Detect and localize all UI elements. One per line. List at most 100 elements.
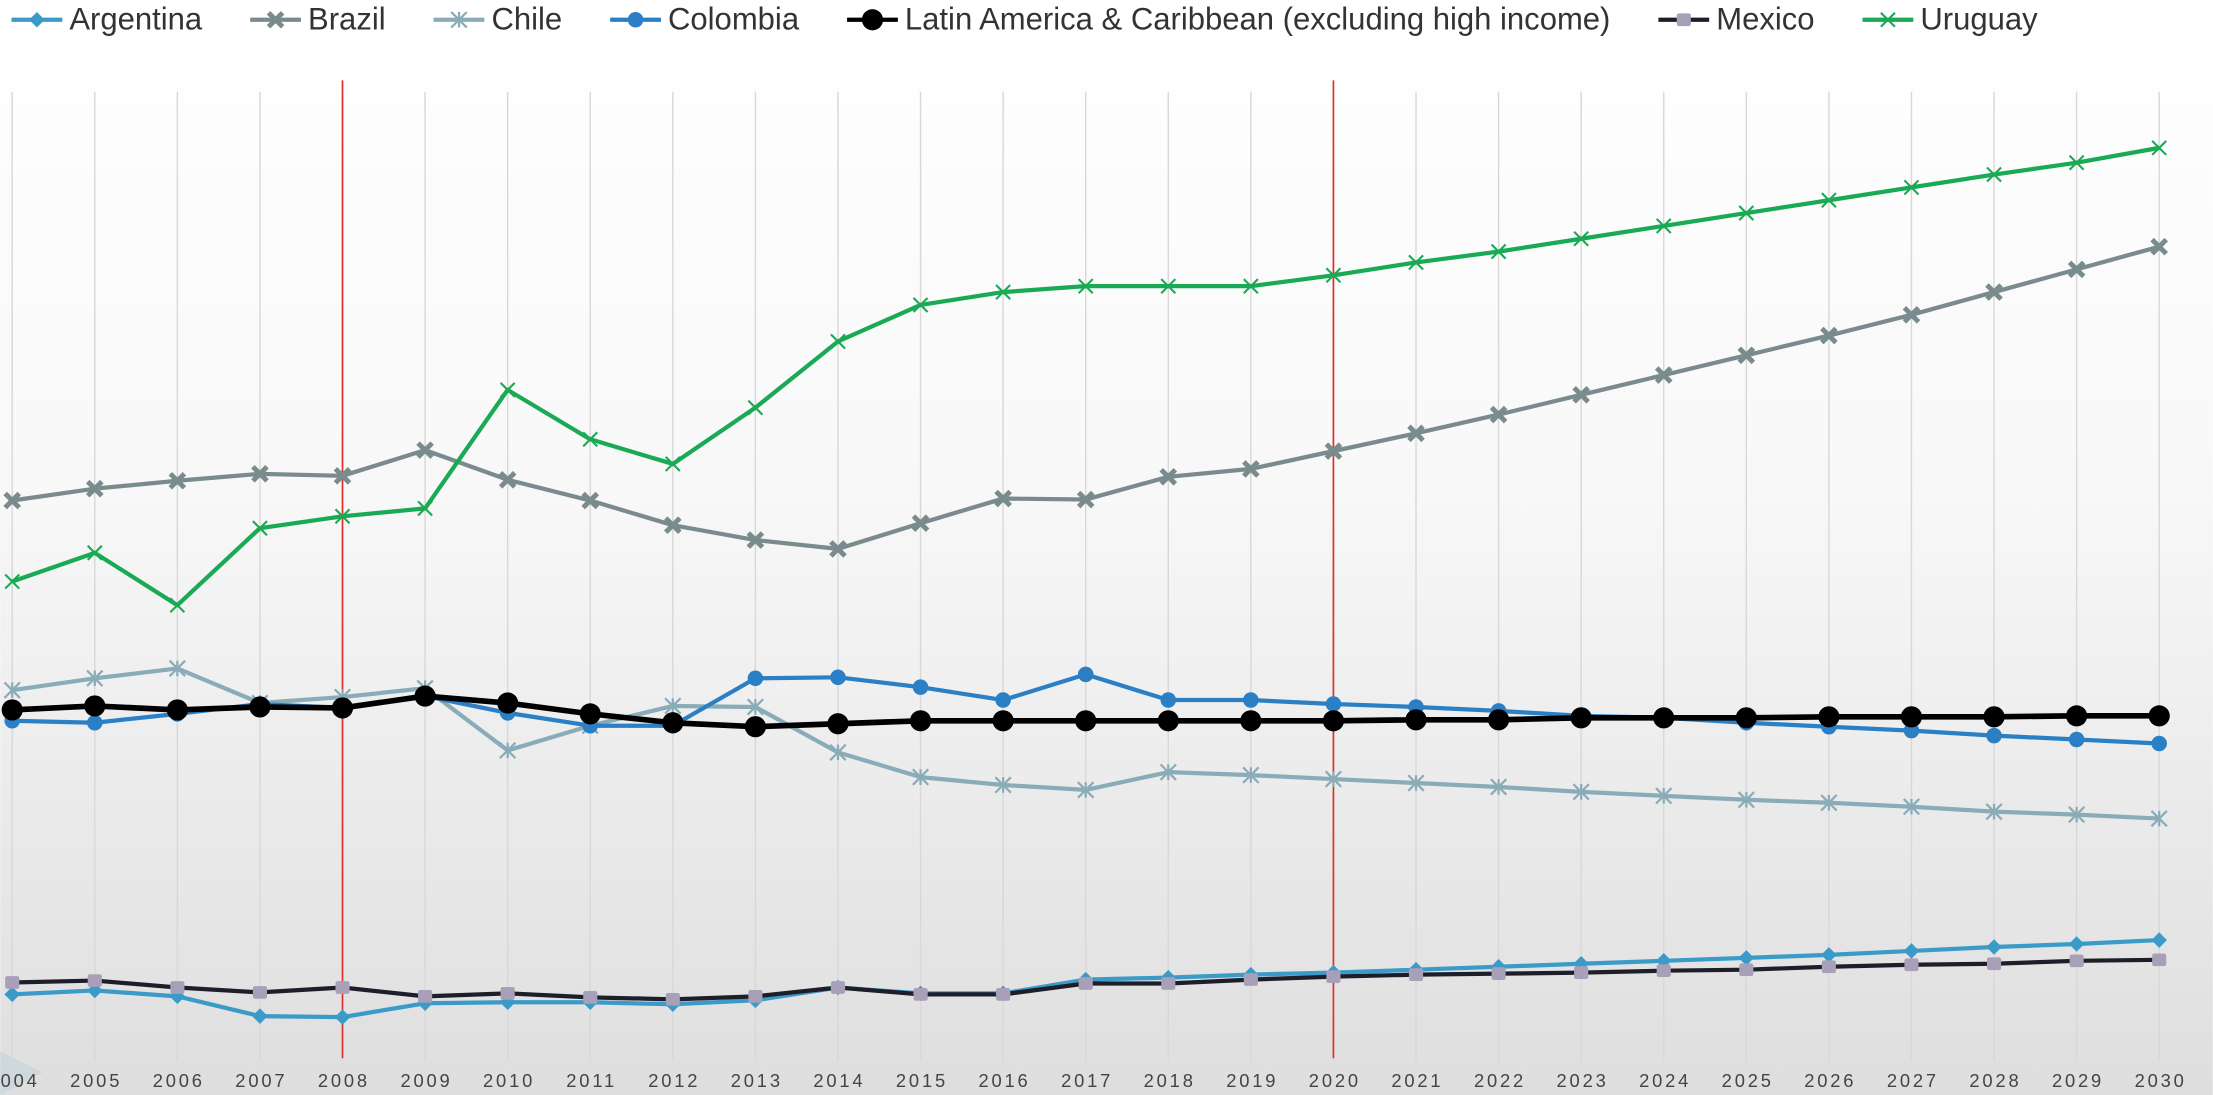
- marker-shape: [499, 382, 516, 398]
- marker: [747, 399, 764, 416]
- legend-label: Brazil: [308, 1, 386, 36]
- marker-shape: [748, 990, 763, 1003]
- marker-shape: [414, 685, 436, 707]
- marker: [1737, 791, 1755, 809]
- marker-shape: [1078, 977, 1093, 990]
- marker-shape: [249, 696, 271, 718]
- marker: [2150, 237, 2168, 256]
- legend-item: Latin America & Caribbean (excluding hig…: [847, 1, 1610, 36]
- legend-label: Chile: [491, 1, 562, 36]
- legend-label: Latin America & Caribbean (excluding hig…: [905, 1, 1610, 36]
- marker: [500, 987, 515, 1000]
- marker-shape: [1243, 973, 1258, 986]
- marker: [1325, 696, 1342, 712]
- marker: [1880, 11, 1896, 28]
- marker: [1653, 707, 1675, 729]
- marker-shape: [29, 11, 45, 28]
- marker-shape: [1490, 243, 1507, 260]
- marker: [830, 669, 846, 686]
- marker: [499, 382, 516, 398]
- marker: [744, 716, 766, 738]
- marker: [995, 284, 1011, 300]
- x-tick-label: 2012: [648, 1070, 700, 1091]
- x-tick-label: 2016: [979, 1070, 1031, 1091]
- marker-shape: [1904, 958, 1919, 972]
- x-tick-label: 2023: [1557, 1070, 1609, 1091]
- legend-label: Colombia: [668, 1, 800, 36]
- marker: [1489, 405, 1508, 424]
- x-tick-label: 2014: [813, 1070, 865, 1091]
- marker: [665, 456, 681, 472]
- x-tick-label: 2008: [318, 1070, 370, 1091]
- marker: [166, 699, 188, 721]
- marker-shape: [1322, 710, 1345, 732]
- marker: [994, 489, 1012, 508]
- marker-shape: [1570, 707, 1592, 729]
- marker: [1491, 967, 1506, 980]
- marker: [1490, 243, 1507, 260]
- marker-shape: [1653, 707, 1675, 729]
- marker: [416, 441, 434, 459]
- marker: [1738, 950, 1755, 966]
- legend: Argentina Brazil Chile Colombia Latin Americ…: [11, 1, 2038, 36]
- marker-shape: [582, 431, 599, 448]
- marker: [911, 514, 930, 533]
- marker: [830, 333, 846, 350]
- marker-shape: [995, 692, 1011, 708]
- marker-shape: [664, 516, 682, 535]
- marker: [1986, 727, 2002, 744]
- marker: [252, 520, 268, 536]
- marker: [1986, 939, 2002, 955]
- marker: [2152, 953, 2167, 967]
- marker-shape: [627, 11, 644, 28]
- marker-shape: [1242, 460, 1260, 478]
- marker: [1903, 179, 1920, 196]
- marker: [333, 467, 352, 485]
- legend-item: Brazil: [250, 1, 386, 36]
- marker-shape: [912, 297, 929, 313]
- marker-shape: [1676, 13, 1691, 27]
- marker: [665, 992, 680, 1006]
- marker-shape: [1489, 405, 1508, 424]
- x-tick-label: 2026: [1804, 1070, 1856, 1091]
- marker: [334, 1009, 351, 1025]
- marker: [662, 712, 684, 734]
- marker-shape: [747, 399, 764, 416]
- marker-shape: [335, 981, 350, 994]
- marker-shape: [331, 697, 354, 719]
- marker: [911, 768, 930, 786]
- legend-label: Argentina: [69, 1, 203, 36]
- marker-shape: [1076, 490, 1095, 509]
- marker: [251, 465, 269, 483]
- marker-shape: [86, 545, 103, 561]
- marker: [86, 545, 103, 561]
- marker-shape: [1821, 192, 1837, 209]
- grid: 2004 2005 2006 2007 2008 2009 2010 2011 2012 2013…: [0, 80, 2184, 1091]
- marker: [1326, 970, 1341, 983]
- marker: [4, 986, 20, 1003]
- x-tick-label: 2021: [1391, 1070, 1443, 1091]
- marker-shape: [994, 489, 1012, 508]
- marker-shape: [170, 981, 185, 994]
- marker-shape: [334, 508, 351, 525]
- marker-shape: [1491, 967, 1506, 980]
- marker: [1572, 386, 1590, 404]
- x-tick-label: 2004: [0, 1070, 40, 1091]
- marker: [1242, 460, 1260, 478]
- marker: [909, 710, 932, 732]
- marker: [29, 11, 45, 28]
- marker: [1407, 424, 1425, 443]
- marker-shape: [2151, 735, 2167, 752]
- marker-shape: [417, 500, 433, 517]
- marker-shape: [861, 9, 884, 31]
- x-tick-label: 2017: [1061, 1070, 1113, 1091]
- marker-shape: [1161, 977, 1176, 990]
- marker: [169, 597, 186, 614]
- marker: [664, 697, 682, 715]
- marker: [3, 491, 22, 510]
- marker-shape: [829, 540, 847, 558]
- marker: [1078, 977, 1093, 990]
- marker-shape: [1326, 970, 1341, 983]
- marker: [417, 500, 433, 517]
